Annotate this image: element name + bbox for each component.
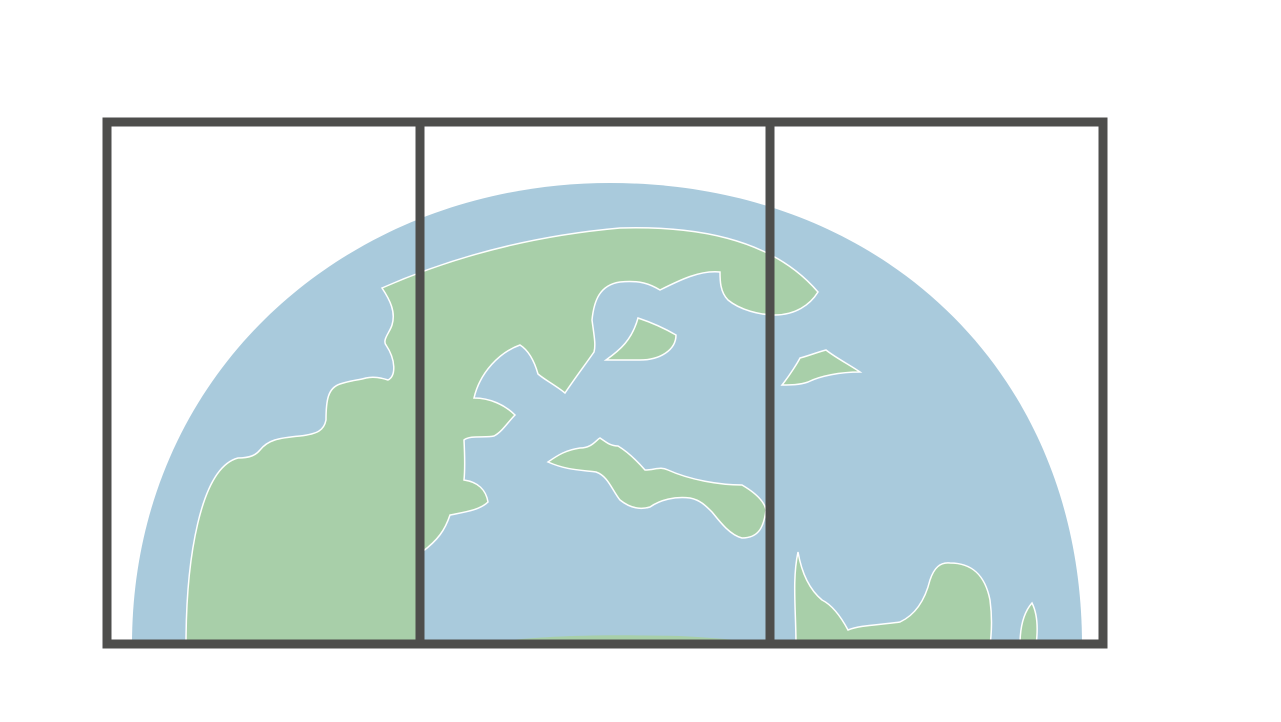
continent-bottom-right [793,551,993,641]
island-right [780,349,863,386]
continent-island-a [603,317,677,361]
continent-left [185,227,819,641]
island-tiny [1019,601,1038,641]
window-outer-frame [102,117,1108,649]
window-frame [102,117,1108,649]
